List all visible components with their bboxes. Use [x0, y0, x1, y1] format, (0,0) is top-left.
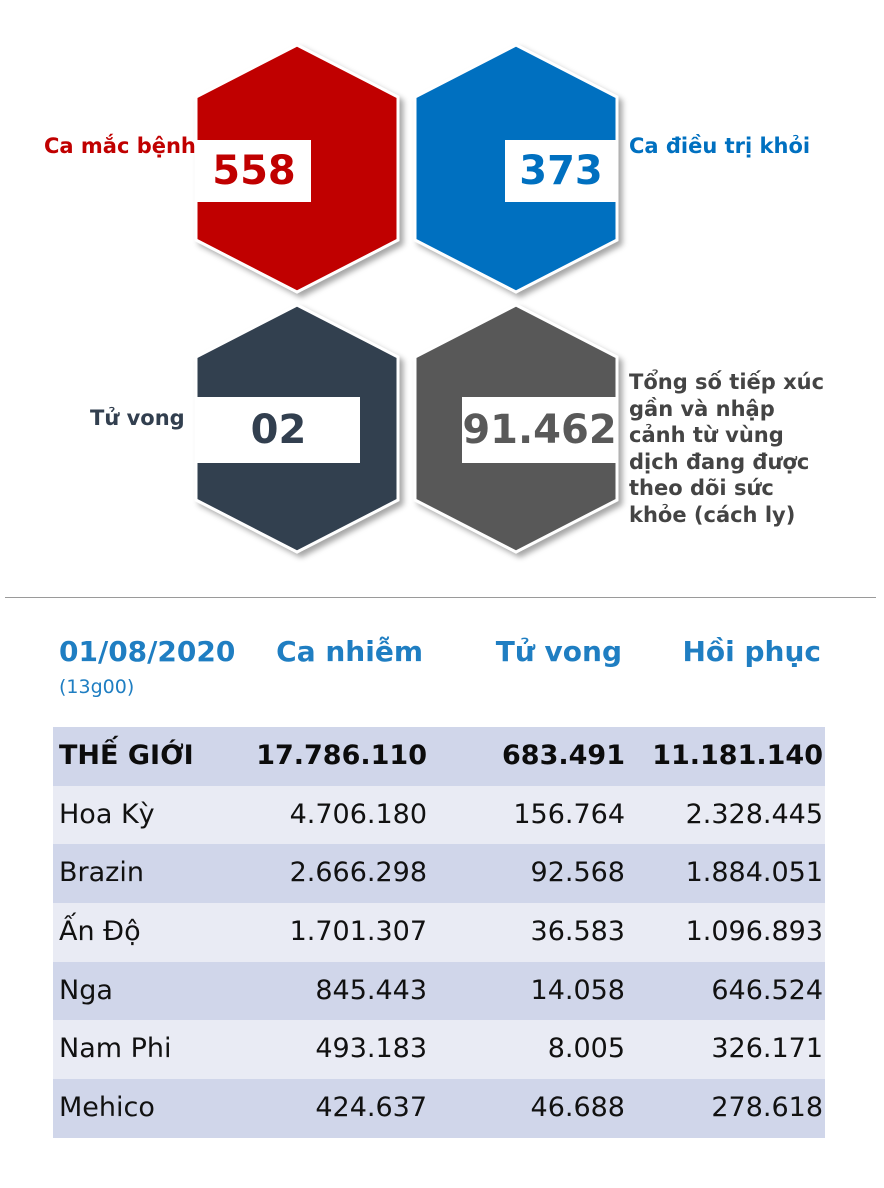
row-name: Mehico	[59, 1092, 155, 1124]
row-deaths: 683.491	[502, 740, 625, 771]
row-name: Nga	[59, 974, 113, 1006]
row-name: THẾ GIỚI	[59, 740, 194, 771]
monitored-label-line: dịch đang được	[629, 449, 810, 474]
row-name: Nam Phi	[59, 1033, 172, 1065]
row-recovered: 278.618	[711, 1092, 823, 1124]
header-recovered: Hồi phục	[682, 635, 821, 668]
recovered-value: 373	[505, 140, 617, 202]
table-row: Ấn Độ 1.701.307 36.583 1.096.893	[53, 903, 825, 962]
monitored-label-line: khỏe (cách ly)	[629, 502, 796, 527]
header-deaths: Tử vong	[495, 635, 622, 668]
row-infected: 17.786.110	[256, 740, 427, 771]
table-row: Nga 845.443 14.058 646.524	[53, 961, 825, 1021]
monitored-value: 91.462	[462, 397, 617, 463]
country-table: THẾ GIỚI 17.786.110 683.491 11.181.140 H…	[53, 727, 825, 1138]
monitored-label-line: Tổng số tiếp xúc	[629, 370, 825, 394]
recovered-label: Ca điều trị khỏi	[629, 134, 811, 158]
monitored-label-line: theo dõi sức	[629, 476, 774, 500]
deaths-label: Tử vong	[90, 406, 185, 430]
row-deaths: 92.568	[530, 857, 625, 889]
table-row: Nam Phi 493.183 8.005 326.171	[53, 1020, 825, 1080]
row-recovered: 1.096.893	[685, 916, 823, 948]
deaths-value: 02	[197, 397, 360, 463]
row-infected: 493.183	[315, 1033, 427, 1065]
header-infected: Ca nhiễm	[276, 635, 423, 668]
row-deaths: 36.583	[530, 916, 625, 948]
row-deaths: 14.058	[530, 974, 625, 1006]
table-row: Mehico 424.637 46.688 278.618	[53, 1079, 825, 1138]
row-deaths: 8.005	[547, 1033, 625, 1065]
row-infected: 845.443	[315, 974, 427, 1006]
row-infected: 2.666.298	[289, 857, 427, 889]
table-row-world: THẾ GIỚI 17.786.110 683.491 11.181.140	[53, 727, 825, 786]
row-recovered: 2.328.445	[685, 798, 823, 830]
monitored-label: Tổng số tiếp xúc gần và nhập cảnh từ vùn…	[629, 369, 824, 528]
row-deaths: 156.764	[513, 798, 625, 830]
row-recovered: 326.171	[711, 1033, 823, 1065]
row-infected: 4.706.180	[289, 798, 427, 830]
cases-label: Ca mắc bệnh	[44, 134, 196, 158]
table-row: Brazin 2.666.298 92.568 1.884.051	[53, 844, 825, 904]
row-infected: 1.701.307	[289, 916, 427, 948]
monitored-label-line: gần và nhập	[629, 396, 775, 421]
row-infected: 424.637	[315, 1092, 427, 1124]
row-name: Brazin	[59, 857, 144, 889]
row-recovered: 646.524	[711, 974, 823, 1006]
section-divider	[5, 597, 876, 598]
row-name: Ấn Độ	[59, 916, 141, 948]
row-recovered: 1.884.051	[685, 857, 823, 889]
row-recovered: 11.181.140	[652, 740, 823, 771]
monitored-label-line: cảnh từ vùng	[629, 423, 784, 447]
row-deaths: 46.688	[530, 1092, 625, 1124]
table-row: Hoa Kỳ 4.706.180 156.764 2.328.445	[53, 785, 825, 845]
row-name: Hoa Kỳ	[59, 798, 155, 830]
cases-value: 558	[197, 140, 311, 202]
table-time: (13g00)	[59, 676, 135, 698]
table-date: 01/08/2020	[59, 635, 236, 668]
